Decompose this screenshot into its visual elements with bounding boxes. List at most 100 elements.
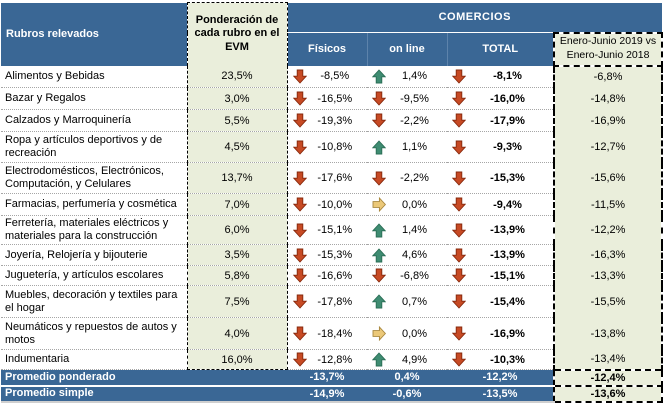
weight-value: 3,0%	[186, 87, 288, 110]
table-row: Ropa y artículos deportivos y de recreac…	[1, 131, 663, 163]
category-name: Joyería, Relojería y bijouterie	[5, 248, 148, 261]
table-row: Alimentos y Bebidas 23,5% -8,5% 1,4%	[1, 65, 663, 88]
category-label: Bazar y Regalos	[1, 87, 187, 110]
yoy-value: -6,8%	[552, 65, 663, 88]
yoy-value: -16,3%	[552, 244, 663, 266]
trend-icon	[292, 326, 310, 341]
total-cell: -15,3%	[447, 162, 554, 194]
category-label: Joyería, Relojería y bijouterie	[1, 244, 187, 266]
weight-value: 23,5%	[186, 65, 288, 88]
down-arrow-icon	[292, 326, 307, 341]
up-arrow-icon	[372, 352, 386, 367]
trend-icon	[292, 113, 310, 128]
category-label: Neumáticos y repuestos de autos y motos	[1, 317, 187, 350]
down-arrow-icon	[292, 197, 307, 212]
total-value: -15,1%	[490, 269, 525, 282]
down-arrow-icon	[452, 294, 466, 309]
online-value: 4,9%	[401, 353, 428, 366]
weight-value: 4,5%	[186, 131, 288, 163]
total-cell: -13,9%	[447, 215, 554, 245]
rubros-header: Rubros relevados	[1, 2, 187, 66]
table-row: Joyería, Relojería y bijouterie 3,5% -15…	[1, 244, 663, 266]
fisicos-value: -8,5%	[320, 70, 350, 83]
right-arrow-icon	[372, 197, 386, 212]
total-value: -13,9%	[490, 224, 525, 236]
category-label: Electrodomésticos, Electrónicos, Computa…	[1, 162, 187, 194]
online-cell: 4,9%	[367, 349, 447, 370]
table-row: Electrodomésticos, Electrónicos, Computa…	[1, 162, 663, 194]
total-value: -10,3%	[490, 353, 525, 366]
trend-icon	[452, 91, 469, 106]
online-value: 1,4%	[401, 224, 428, 236]
total-cell: -16,9%	[447, 317, 554, 350]
fisicos-column-header: Físicos	[287, 32, 367, 66]
down-arrow-icon	[292, 69, 307, 84]
total-value: -9,3%	[493, 141, 522, 153]
fisicos-cell: -16,6%	[286, 265, 367, 286]
online-cell: -2,2%	[367, 109, 447, 132]
online-cell: 0,7%	[367, 285, 447, 318]
comparison-header-line2: Enero-Junio 2018	[566, 49, 650, 61]
ponderacion-header: Ponderación de cada rubro en el EVM	[186, 2, 288, 66]
down-arrow-icon	[292, 113, 307, 128]
total-cell: -15,1%	[447, 265, 554, 286]
category-name: Ropa y artículos deportivos y de recreac…	[5, 134, 163, 159]
down-arrow-icon	[372, 268, 386, 283]
category-name: Farmacias, perfumería y cosmética	[5, 198, 177, 211]
online-cell: -9,5%	[367, 87, 447, 110]
total-value: -16,0%	[490, 92, 525, 105]
comparison-header-line1: Enero-Junio 2019 vs	[559, 35, 657, 48]
category-name: Indumentaria	[5, 353, 70, 366]
table-row: Juguetería, y artículos escolares 5,8% -…	[1, 265, 663, 286]
trend-icon	[452, 352, 469, 367]
total-value: -17,9%	[490, 114, 525, 127]
yoy-value: -16,9%	[552, 109, 663, 132]
online-cell: -2,2%	[367, 162, 447, 194]
table-body: Alimentos y Bebidas 23,5% -8,5% 1,4%	[1, 65, 663, 370]
online-value: 0,0%	[401, 327, 428, 340]
trend-icon	[452, 268, 469, 283]
trend-icon	[372, 91, 389, 106]
online-column-header: on line	[366, 32, 447, 66]
total-value: -13,9%	[490, 249, 525, 261]
down-arrow-icon	[292, 223, 307, 238]
trend-icon	[372, 268, 389, 283]
category-name: Muebles, decoración y textiles para el h…	[5, 288, 178, 314]
category-label: Indumentaria	[1, 349, 187, 370]
fisicos-value: -17,8%	[317, 295, 353, 308]
category-label: Ropa y artículos deportivos y de recreac…	[1, 131, 187, 163]
yoy-value: -13,4%	[552, 349, 663, 370]
summary-fisicos-value: -13,7%	[287, 369, 367, 387]
down-arrow-icon	[452, 197, 466, 212]
trend-icon	[452, 140, 469, 155]
total-value: -9,4%	[493, 198, 522, 211]
trend-icon	[372, 247, 389, 263]
trend-icon	[372, 326, 389, 341]
down-arrow-icon	[452, 223, 466, 238]
header-row-2: Físicos on line TOTAL Enero-Junio 2019 v…	[1, 31, 663, 67]
fisicos-cell: -17,6%	[286, 162, 367, 194]
trend-icon	[292, 352, 310, 367]
summary-online-value: -0,6%	[367, 385, 447, 403]
down-arrow-icon	[292, 248, 307, 263]
trend-icon	[452, 294, 469, 309]
trend-icon	[372, 222, 389, 238]
total-value: -16,9%	[490, 327, 525, 340]
category-name: Juguetería, y artículos escolares	[5, 269, 164, 282]
total-value: -15,4%	[490, 295, 525, 308]
yoy-value: -15,6%	[552, 162, 663, 194]
fisicos-cell: -15,3%	[286, 244, 367, 266]
trend-icon	[372, 69, 389, 84]
weight-value: 7,5%	[186, 285, 288, 318]
trend-icon	[372, 171, 389, 186]
trend-icon	[372, 139, 389, 155]
category-name: Electrodomésticos, Electrónicos, Computa…	[5, 165, 164, 190]
online-value: -6,8%	[400, 269, 429, 282]
total-cell: -15,4%	[447, 285, 554, 318]
table-header: Rubros relevados Ponderación de cada rub…	[1, 2, 663, 67]
down-arrow-icon	[452, 268, 466, 283]
weight-value: 5,8%	[186, 265, 288, 286]
total-cell: -9,4%	[447, 193, 554, 216]
trend-icon	[292, 197, 310, 212]
header-row-1: Rubros relevados Ponderación de cada rub…	[1, 2, 663, 66]
